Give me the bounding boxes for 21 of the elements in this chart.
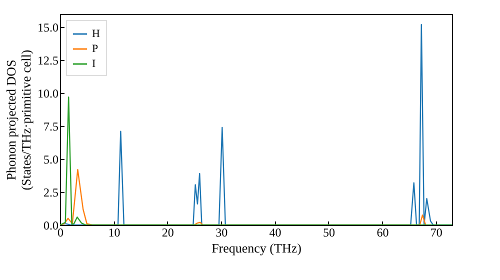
x-tick-label: 70 [430,226,442,240]
line-series [60,96,452,225]
y-tick-label: 10.0 [38,86,58,101]
x-tick-label: 20 [162,226,174,240]
legend-label: I [92,58,96,70]
x-tick-label: 60 [376,226,389,240]
x-tick-label: 40 [269,226,282,240]
y-axis-title: Phonon projected DOS (States/THz·primitive cell) [4,50,34,190]
x-tick-label: 30 [216,226,228,240]
y-tick-label: 7.5 [44,120,58,134]
legend-label: H [92,28,100,40]
y-tick-label: 0.0 [44,218,58,232]
y-tick-label: 5.0 [44,152,58,167]
x-axis-title: Frequency (THz) [212,240,302,256]
x-tick-label: 0 [58,226,64,240]
y-tick-label: 2.5 [44,186,58,200]
y-tick-label: 15.0 [38,20,58,35]
x-tick-label: 50 [322,226,335,240]
x-tick-label: 10 [108,226,120,240]
y-tick-label: 12.5 [38,54,58,68]
legend-label: P [92,43,98,55]
